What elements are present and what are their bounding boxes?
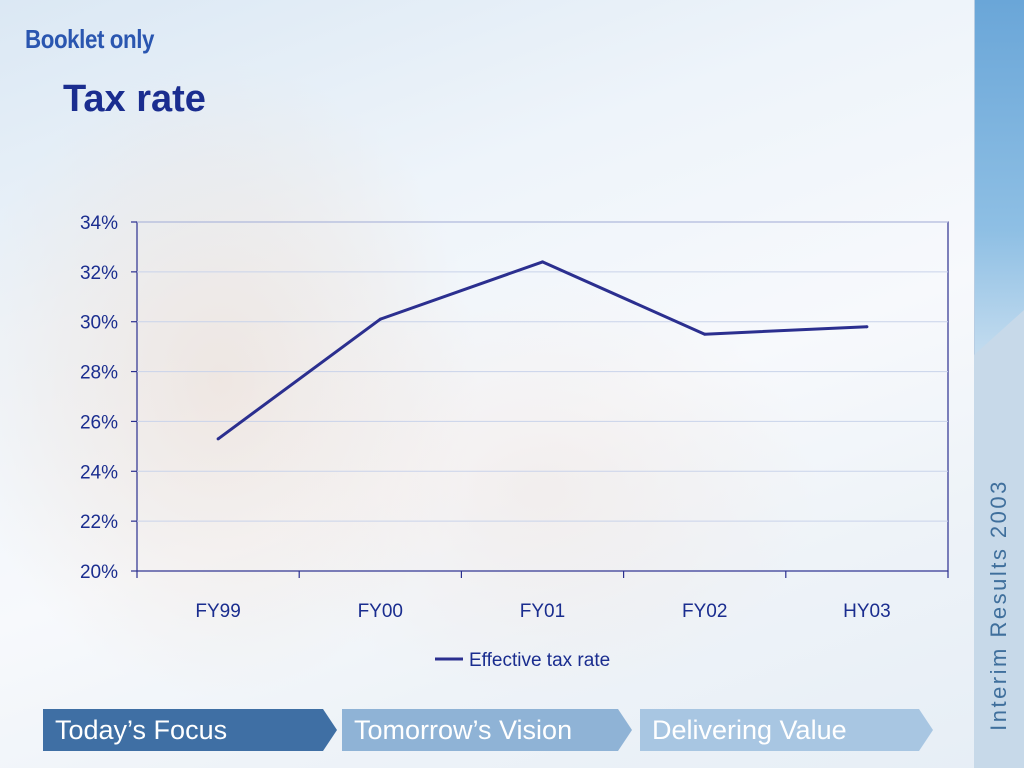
- y-tick-label: 32%: [80, 263, 118, 284]
- data-point: [865, 325, 869, 329]
- nav-tab-todays-focus[interactable]: Today’s Focus: [43, 709, 337, 751]
- y-tick-label: 26%: [80, 412, 118, 433]
- data-point: [378, 317, 382, 321]
- legend: Effective tax rate: [435, 650, 610, 671]
- data-point: [216, 437, 220, 441]
- plot-area: [136, 221, 949, 572]
- side-caption: Interim Results 2003: [986, 479, 1011, 731]
- y-axis: 20% 22% 24% 26% 28% 30% 32% 34%: [80, 213, 137, 583]
- y-tick-label: 22%: [80, 512, 118, 533]
- y-tick-label: 34%: [80, 213, 118, 234]
- legend-label: Effective tax rate: [469, 650, 610, 671]
- series-line: [217, 260, 867, 441]
- side-band-panel: [974, 310, 1024, 768]
- tax-rate-chart: 20% 22% 24% 26% 28% 30% 32% 34% FY99 FY00 FY01 FY0…: [80, 213, 949, 671]
- data-point: [541, 260, 544, 264]
- y-tick-label: 20%: [80, 562, 118, 583]
- grid-lines: [137, 221, 948, 522]
- x-axis: FY99 FY00 FY01 FY02 HY03: [136, 571, 949, 622]
- y-tick-label: 28%: [80, 363, 118, 384]
- x-tick-label: FY02: [682, 601, 727, 622]
- nav-tab-delivering-value[interactable]: Delivering Value: [640, 709, 933, 751]
- x-tick-label: FY01: [520, 601, 565, 622]
- series-group: [216, 260, 869, 441]
- background-photo-glow: [260, 280, 820, 700]
- booklet-label: Booklet only: [25, 24, 155, 54]
- x-tick-label: FY99: [195, 601, 240, 622]
- nav-tab-tomorrows-vision[interactable]: Tomorrow’s Vision: [342, 709, 632, 751]
- y-tick-label: 30%: [80, 313, 118, 334]
- x-tick-label: FY00: [358, 601, 403, 622]
- y-tick-label: 24%: [80, 462, 118, 483]
- data-point: [703, 332, 707, 336]
- page-title: Tax rate: [63, 78, 206, 120]
- x-tick-label: HY03: [843, 601, 891, 622]
